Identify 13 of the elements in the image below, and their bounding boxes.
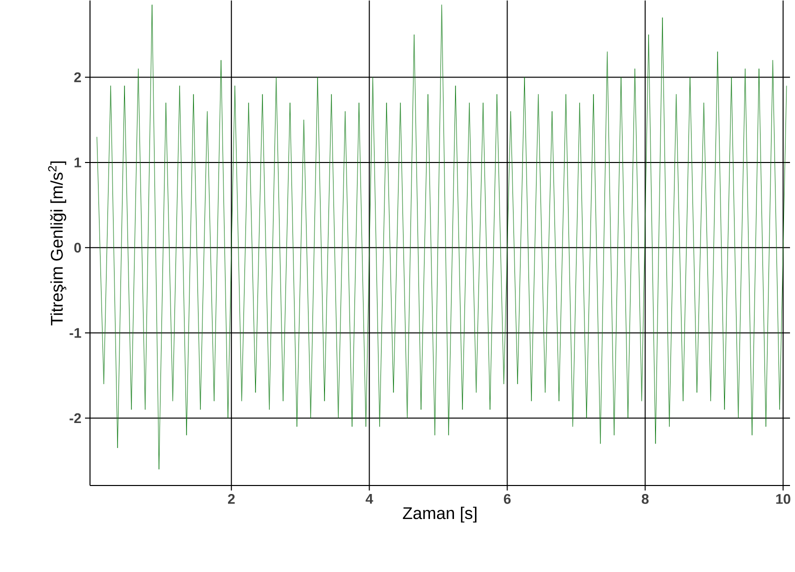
line-series bbox=[96, 4, 787, 470]
x-tick-label: 4 bbox=[366, 494, 374, 504]
x-tick-label: 8 bbox=[642, 494, 649, 504]
x-tick-label: 6 bbox=[504, 494, 511, 504]
y-tick-label: 2 bbox=[74, 72, 81, 82]
y-tick-label: -2 bbox=[70, 414, 81, 424]
y-axis-title: Titreşim Genliği [m/s$^{2}$] bbox=[48, 162, 66, 326]
y-tick-label: -1 bbox=[70, 328, 82, 338]
x-tick-label: 2 bbox=[228, 494, 235, 504]
x-tick-label: 10 bbox=[776, 494, 790, 504]
y-tick-label: 0 bbox=[74, 242, 81, 253]
x-axis-title: Zaman [s] bbox=[402, 506, 476, 523]
y-tick-label: 1 bbox=[74, 158, 82, 168]
